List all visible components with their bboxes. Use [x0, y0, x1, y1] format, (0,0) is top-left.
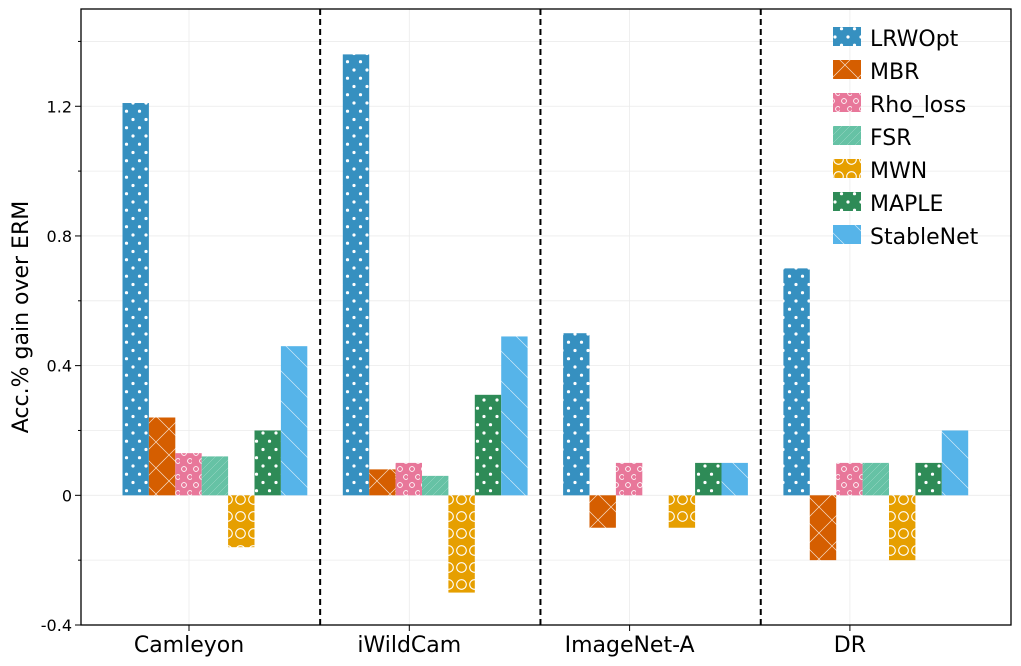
legend-swatch	[833, 126, 861, 145]
legend-swatch	[833, 192, 861, 211]
legend-swatch	[833, 60, 861, 79]
grid	[81, 9, 1011, 626]
legend-swatch	[833, 159, 861, 178]
y-axis-label: Acc.% gain over ERM	[9, 201, 34, 433]
bars	[122, 54, 969, 593]
bar-maple-camleyon	[254, 430, 281, 496]
x-category-label: DR	[834, 633, 866, 658]
bar-stablenet-imagenet-a	[721, 462, 748, 496]
bar-fsr-dr	[862, 462, 889, 496]
y-tick-label: 1.2	[47, 97, 72, 116]
bar-mwn-iwildcam	[448, 495, 475, 593]
x-category-label: Camleyon	[134, 633, 244, 658]
x-category-label: iWildCam	[357, 633, 461, 658]
y-tick-label: -0.4	[41, 616, 72, 635]
y-tick-label: 0	[62, 486, 72, 505]
legend-swatch	[833, 27, 861, 46]
bar-mwn-dr	[889, 495, 916, 561]
legend: LRWOpt MBR Rho_loss FSR MWN MAPLE StableNet	[833, 27, 979, 250]
bar-maple-imagenet-a	[695, 462, 722, 496]
legend-label: Rho_loss	[870, 93, 966, 118]
bar-stablenet-camleyon	[280, 346, 308, 496]
bar-maple-iwildcam	[474, 394, 502, 496]
legend-label: MBR	[870, 60, 919, 85]
y-tick-label: 0.8	[47, 227, 72, 246]
bar-mbr-imagenet-a	[589, 495, 616, 528]
bar-maple-dr	[915, 462, 942, 496]
legend-swatch	[833, 93, 861, 112]
bar-stablenet-iwildcam	[501, 336, 528, 496]
bar-lrwopt-iwildcam	[342, 54, 370, 496]
bar-fsr-camleyon	[201, 456, 229, 496]
bar-fsr-iwildcam	[422, 475, 449, 496]
x-category-label: ImageNet-A	[565, 633, 695, 658]
legend-label: MWN	[870, 159, 927, 184]
bar-rho-loss-iwildcam	[395, 462, 422, 496]
axes: -0.4 0 0.4 0.8 1.2 Camleyon iWildCam ImageNet-A…	[41, 40, 866, 658]
legend-label: LRWOpt	[870, 27, 959, 52]
bar-stablenet-dr	[941, 430, 969, 496]
bar-mbr-iwildcam	[369, 469, 396, 496]
legend-label: MAPLE	[870, 192, 943, 217]
bar-mbr-camleyon	[148, 417, 176, 496]
bar-lrwopt-dr	[783, 268, 810, 496]
bar-lrwopt-imagenet-a	[563, 333, 590, 496]
bar-mwn-camleyon	[228, 495, 255, 548]
bar-rho-loss-camleyon	[175, 453, 202, 496]
bar-lrwopt-camleyon	[122, 103, 149, 496]
legend-label: StableNet	[870, 225, 979, 250]
legend-label: FSR	[870, 126, 912, 151]
bar-rho-loss-dr	[836, 462, 863, 496]
bar-rho-loss-imagenet-a	[615, 462, 643, 496]
y-tick-label: 0.4	[47, 357, 72, 376]
group-separators	[319, 9, 762, 625]
legend-swatch	[833, 225, 861, 244]
bar-mbr-dr	[809, 495, 837, 561]
plot-frame	[80, 8, 1012, 626]
bar-mwn-imagenet-a	[668, 495, 696, 528]
